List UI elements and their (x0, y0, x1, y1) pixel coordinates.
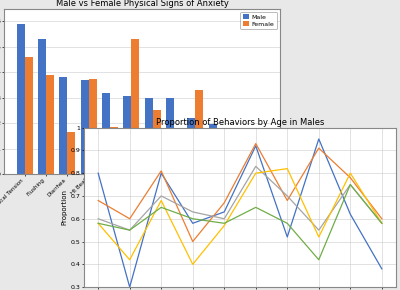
13-17 years (348, 183, 353, 186)
Bar (80, 80, 89, 174)
30-49 years (285, 222, 290, 225)
6-12 years (159, 169, 164, 173)
2-5 years (127, 285, 132, 289)
Bar (131, 39, 140, 174)
18-29 years (96, 222, 100, 225)
6-12 years (127, 217, 132, 220)
18-29 years (190, 262, 195, 266)
6-12 years (190, 240, 195, 243)
2-5 years (348, 213, 353, 216)
Legend: Male, Female: Male, Female (240, 12, 277, 29)
Bar (144, 98, 153, 174)
Bar (217, 130, 225, 174)
30-49 years (159, 206, 164, 209)
6-12 years (348, 176, 353, 180)
Bar (38, 39, 46, 174)
13-17 years (285, 194, 290, 198)
13-17 years (316, 229, 321, 232)
2-5 years (380, 267, 384, 271)
2-5 years (190, 222, 195, 225)
Line: 13-17 years: 13-17 years (98, 166, 382, 230)
Bar (89, 79, 97, 174)
18-29 years (285, 167, 290, 170)
Bar (195, 90, 204, 174)
30-49 years (127, 229, 132, 232)
Bar (251, 159, 259, 174)
6-12 years (253, 142, 258, 145)
6-12 years (380, 217, 384, 220)
30-49 years (316, 258, 321, 262)
Bar (110, 127, 118, 174)
6-12 years (222, 201, 227, 204)
Bar (230, 157, 238, 174)
13-17 years (127, 229, 132, 232)
18-29 years (253, 171, 258, 175)
Bar (25, 57, 33, 174)
18-29 years (159, 199, 164, 202)
Bar (259, 165, 268, 174)
2-5 years (96, 171, 100, 175)
2-5 years (316, 137, 321, 141)
6-12 years (316, 146, 321, 150)
30-49 years (253, 206, 258, 209)
Bar (59, 77, 67, 174)
6-12 years (285, 199, 290, 202)
30-49 years (190, 217, 195, 220)
Y-axis label: Proportion: Proportion (62, 189, 68, 225)
30-49 years (380, 222, 384, 225)
2-5 years (285, 235, 290, 239)
Bar (208, 124, 217, 174)
Bar (187, 118, 195, 174)
18-29 years (380, 222, 384, 225)
Bar (238, 147, 246, 174)
Line: 6-12 years: 6-12 years (98, 144, 382, 242)
Bar (67, 132, 76, 174)
Title: Male vs Female Physical Signs of Anxiety: Male vs Female Physical Signs of Anxiety (56, 0, 228, 8)
Bar (174, 146, 182, 174)
2-5 years (253, 144, 258, 148)
Bar (46, 75, 54, 174)
30-49 years (96, 222, 100, 225)
2-5 years (222, 210, 227, 214)
18-29 years (316, 235, 321, 239)
Line: 30-49 years: 30-49 years (98, 184, 382, 260)
Bar (123, 97, 131, 174)
30-49 years (222, 222, 227, 225)
13-17 years (253, 165, 258, 168)
18-29 years (127, 258, 132, 262)
13-17 years (96, 217, 100, 220)
Bar (16, 24, 25, 174)
Line: 2-5 years: 2-5 years (98, 139, 382, 287)
30-49 years (348, 183, 353, 186)
13-17 years (159, 194, 164, 198)
Bar (102, 93, 110, 174)
2-5 years (159, 171, 164, 175)
6-12 years (96, 199, 100, 202)
13-17 years (190, 210, 195, 214)
13-17 years (380, 222, 384, 225)
18-29 years (348, 171, 353, 175)
Title: Proportion of Behaviors by Age in Males: Proportion of Behaviors by Age in Males (156, 118, 324, 127)
13-17 years (222, 217, 227, 220)
Line: 18-29 years: 18-29 years (98, 168, 382, 264)
Bar (153, 110, 161, 174)
Bar (166, 98, 174, 174)
18-29 years (222, 224, 227, 227)
